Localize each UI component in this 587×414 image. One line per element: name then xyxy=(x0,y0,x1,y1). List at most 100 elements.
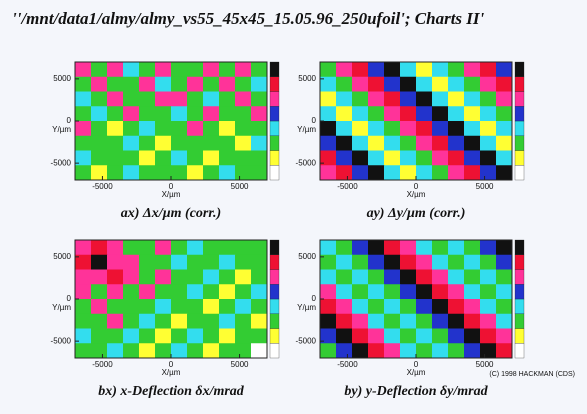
heatmap-cell xyxy=(400,240,417,256)
heatmap-cell xyxy=(251,76,268,92)
heatmap-cell xyxy=(448,313,465,329)
heatmap-cell xyxy=(139,165,156,181)
heatmap-cell xyxy=(155,343,172,359)
heatmap-cell xyxy=(464,62,481,78)
heatmap-cell xyxy=(91,254,108,270)
heatmap-cell xyxy=(75,269,92,285)
panel-caption: bx) x-Deflection δx/mrad xyxy=(98,384,245,399)
heatmap-cell xyxy=(496,284,513,300)
heatmap-cell xyxy=(352,76,369,92)
heatmap-cell xyxy=(464,240,481,256)
heatmap-cell xyxy=(416,313,433,329)
x-tick-label: 5000 xyxy=(476,360,494,369)
heatmap-cell xyxy=(123,76,140,92)
heatmap-cell xyxy=(251,299,268,315)
heatmap-cell xyxy=(187,269,204,285)
heatmap-cell xyxy=(139,343,156,359)
colorbar-segment xyxy=(514,135,525,151)
heatmap-cell xyxy=(171,76,188,92)
colorbar-segment xyxy=(514,284,525,300)
heatmap-cell xyxy=(75,254,92,270)
heatmap-cell xyxy=(203,150,220,166)
heatmap-cell xyxy=(235,106,252,122)
y-tick-label: -5000 xyxy=(296,336,317,345)
heatmap-cell xyxy=(464,254,481,270)
heatmap-cell xyxy=(171,135,188,151)
heatmap-cell xyxy=(203,328,220,344)
heatmap-cell xyxy=(464,76,481,92)
heatmap-cell xyxy=(171,91,188,107)
heatmap-cell xyxy=(251,91,268,107)
heatmap-cell xyxy=(251,62,268,78)
heatmap-cell xyxy=(139,269,156,285)
heatmap-cell xyxy=(368,313,385,329)
heatmap-cell xyxy=(171,106,188,122)
heatmap-cell xyxy=(464,121,481,137)
heatmap-cell xyxy=(75,313,92,329)
heatmap-cell xyxy=(251,313,268,329)
heatmap-cell xyxy=(171,165,188,181)
heatmap-cell xyxy=(352,284,369,300)
heatmap-cell xyxy=(187,284,204,300)
heatmap-cell xyxy=(320,121,337,137)
y-tick-label: -5000 xyxy=(51,158,72,167)
colorbar-segment xyxy=(269,239,280,255)
colorbar-segment xyxy=(514,150,525,166)
heatmap-cell xyxy=(219,121,236,137)
heatmap-cell xyxy=(464,269,481,285)
heatmap-cell xyxy=(336,165,353,181)
panel-caption: ax) Δx/µm (corr.) xyxy=(121,206,221,221)
heatmap-cell xyxy=(155,313,172,329)
heatmap-cell xyxy=(171,313,188,329)
heatmap-cell xyxy=(352,106,369,122)
y-tick-label: 5000 xyxy=(53,74,71,83)
heatmap-cell xyxy=(123,343,140,359)
heatmap-cell xyxy=(480,91,497,107)
heatmap-cell xyxy=(91,299,108,315)
heatmap-cell xyxy=(416,150,433,166)
heatmap-cell xyxy=(235,121,252,137)
heatmap-cell xyxy=(416,91,433,107)
x-axis-label: X/µm xyxy=(162,368,181,377)
heatmap-cell xyxy=(203,284,220,300)
heatmap-cell xyxy=(368,299,385,315)
heatmap-cell xyxy=(107,62,124,78)
x-tick-label: 0 xyxy=(414,182,419,191)
heatmap-cell xyxy=(139,135,156,151)
heatmap-cell xyxy=(400,328,417,344)
heatmap-cell xyxy=(107,240,124,256)
heatmap-cell xyxy=(75,343,92,359)
heatmap-cell xyxy=(336,121,353,137)
heatmap-cell xyxy=(75,135,92,151)
heatmap-cell xyxy=(187,121,204,137)
heatmap-cell xyxy=(432,62,449,78)
colorbar-segment xyxy=(514,298,525,314)
heatmap-cell xyxy=(123,240,140,256)
heatmap-cell xyxy=(336,106,353,122)
heatmap-cell xyxy=(352,165,369,181)
heatmap-cell xyxy=(384,62,401,78)
heatmap-cell xyxy=(123,91,140,107)
heatmap-cell xyxy=(384,254,401,270)
heatmap-cell xyxy=(75,284,92,300)
heatmap-cell xyxy=(107,299,124,315)
heatmap-cell xyxy=(368,343,385,359)
heatmap-cell xyxy=(235,284,252,300)
heatmap-cell xyxy=(187,91,204,107)
heatmap-cell xyxy=(235,328,252,344)
heatmap-cell xyxy=(480,150,497,166)
heatmap-cell xyxy=(448,240,465,256)
y-tick-label: 0 xyxy=(312,294,317,303)
heatmap-cell xyxy=(432,150,449,166)
y-tick-label: 0 xyxy=(67,116,72,125)
y-axis-label: Y/µm xyxy=(52,125,71,134)
heatmap-cell xyxy=(464,313,481,329)
heatmap-cell xyxy=(448,150,465,166)
heatmap-cell xyxy=(352,328,369,344)
heatmap-cell xyxy=(384,269,401,285)
heatmap-cell xyxy=(320,91,337,107)
heatmap-cell xyxy=(91,62,108,78)
heatmap-cell xyxy=(75,328,92,344)
heatmap-cell xyxy=(107,91,124,107)
